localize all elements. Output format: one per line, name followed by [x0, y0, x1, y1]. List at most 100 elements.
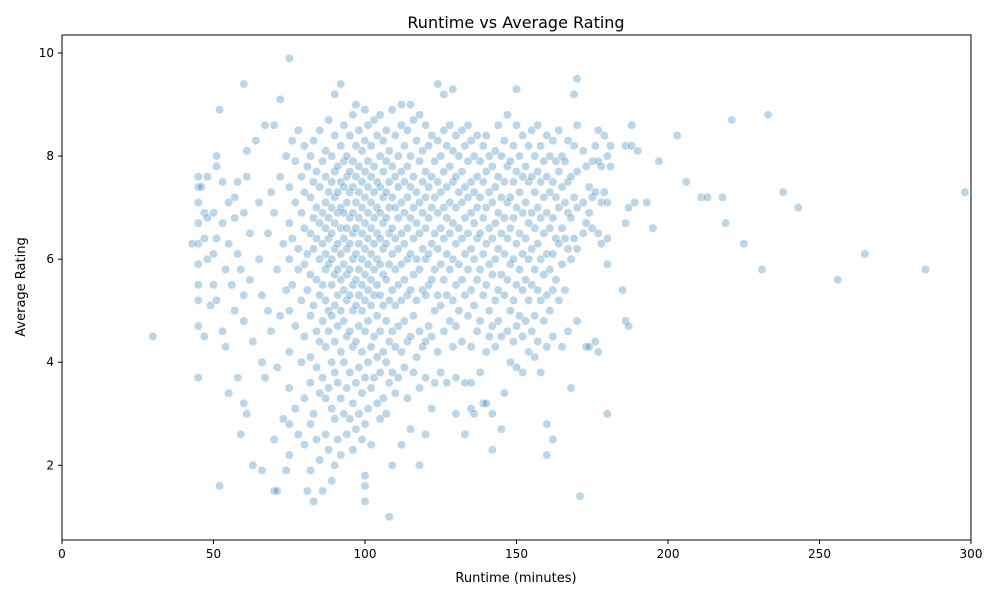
data-point — [227, 280, 237, 290]
data-point — [512, 84, 521, 94]
data-point — [327, 311, 337, 321]
data-point — [299, 393, 309, 403]
data-point — [402, 192, 412, 202]
data-point — [372, 203, 382, 213]
data-point — [412, 295, 421, 305]
data-point — [384, 378, 394, 388]
data-point — [330, 192, 340, 202]
data-point — [681, 177, 691, 187]
data-point — [351, 198, 361, 207]
data-point — [230, 192, 240, 202]
data-point — [424, 141, 434, 151]
data-point — [193, 259, 203, 269]
data-point — [233, 373, 243, 383]
data-point — [409, 311, 418, 321]
data-point — [375, 326, 385, 336]
data-point — [448, 254, 458, 264]
data-point — [481, 347, 491, 357]
data-point — [357, 280, 367, 290]
data-point — [487, 234, 497, 243]
data-point — [275, 94, 285, 104]
data-point — [309, 213, 318, 223]
data-point — [363, 259, 373, 269]
data-point — [327, 228, 337, 238]
data-point — [287, 280, 297, 290]
data-point — [254, 198, 264, 207]
data-point — [493, 285, 503, 295]
data-point — [312, 362, 321, 372]
x-tick-label: 0 — [58, 547, 66, 561]
data-point — [390, 234, 400, 243]
data-point — [430, 378, 440, 388]
data-point — [257, 465, 267, 475]
data-point — [245, 228, 255, 238]
data-point — [560, 234, 570, 243]
data-point — [363, 208, 373, 218]
data-point — [542, 249, 552, 259]
data-point — [360, 496, 370, 506]
data-point — [345, 414, 355, 424]
data-point — [427, 131, 437, 140]
data-point — [402, 125, 412, 135]
data-point — [521, 161, 531, 171]
data-point — [463, 120, 473, 130]
data-point — [345, 265, 355, 274]
data-point — [527, 326, 537, 336]
data-point — [472, 234, 482, 243]
data-point — [542, 450, 552, 460]
data-point — [433, 208, 443, 218]
data-point — [415, 326, 424, 336]
data-point — [339, 357, 349, 367]
data-point — [375, 368, 385, 377]
data-point — [487, 270, 497, 280]
data-point — [409, 368, 418, 377]
data-point — [396, 167, 406, 177]
data-point — [421, 373, 431, 383]
data-point — [393, 321, 403, 331]
data-point — [624, 321, 634, 331]
data-point — [421, 192, 431, 202]
data-point — [315, 290, 325, 300]
data-point — [215, 105, 225, 115]
data-point — [421, 223, 431, 233]
data-point — [354, 265, 364, 274]
data-point — [330, 301, 340, 310]
x-tick-label: 200 — [657, 547, 680, 561]
data-point — [499, 388, 509, 398]
data-point — [266, 326, 276, 336]
data-point — [536, 177, 546, 187]
data-point — [424, 249, 434, 259]
data-point — [372, 398, 382, 408]
data-point — [445, 316, 455, 326]
data-point — [309, 244, 318, 254]
data-point — [333, 208, 343, 218]
data-point — [333, 378, 343, 388]
data-point — [505, 306, 515, 316]
data-point — [342, 223, 352, 233]
data-point — [296, 357, 306, 367]
data-point — [448, 84, 458, 94]
data-point — [406, 213, 415, 223]
data-point — [563, 136, 573, 146]
data-point — [351, 275, 361, 285]
data-point — [584, 342, 594, 352]
data-point — [430, 265, 440, 274]
data-point — [478, 398, 488, 408]
data-point — [518, 332, 528, 341]
data-point — [278, 414, 288, 424]
data-point — [539, 270, 549, 280]
data-point — [354, 161, 364, 171]
data-point — [406, 424, 415, 434]
data-point — [366, 440, 376, 450]
data-point — [324, 213, 334, 223]
data-point — [469, 218, 479, 228]
data-point — [402, 223, 412, 233]
data-point — [448, 146, 458, 156]
data-point — [442, 290, 452, 300]
data-point — [487, 445, 497, 455]
data-point — [596, 239, 606, 249]
data-point — [348, 398, 358, 408]
data-point — [375, 151, 385, 161]
data-point — [257, 357, 267, 367]
data-point — [475, 192, 485, 202]
